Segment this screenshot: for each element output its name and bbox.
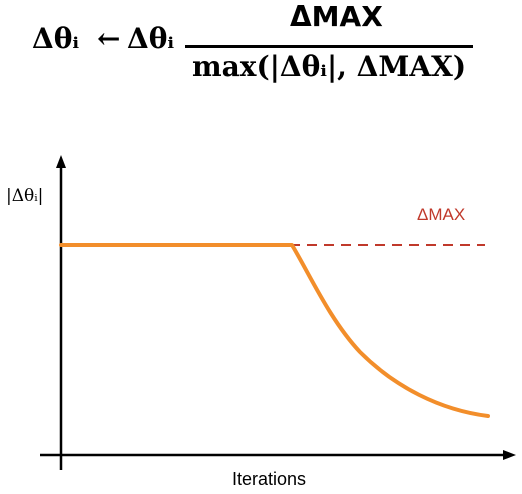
x-axis [40,450,516,460]
fraction-bar [185,45,473,48]
y-axis [56,155,66,470]
update-rule-formula: Δθᵢ ← Δθᵢ ΔMAX max(|Δθᵢ|, ΔMAX) [0,0,522,110]
dmax-annotation: ΔMAX [417,205,466,224]
formula-numerator: ΔMAX [290,0,383,33]
formula-rhs: Δθᵢ [127,22,175,55]
formula-denominator: max(|Δθᵢ|, ΔMAX) [192,50,467,83]
formula-arrow: ← [97,22,121,55]
x-axis-label: Iterations [232,469,307,489]
step-size-curve [59,243,490,418]
y-axis-label: |Δθᵢ| [6,186,44,206]
formula-lhs: Δθᵢ [32,22,80,55]
